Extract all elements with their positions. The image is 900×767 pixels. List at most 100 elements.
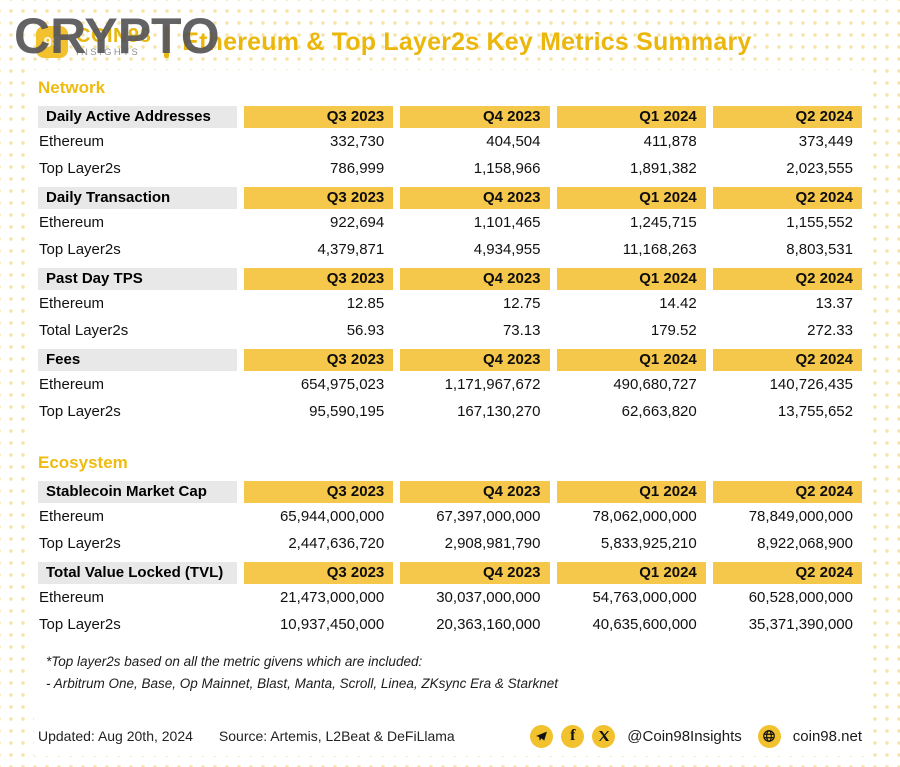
row-name: Ethereum	[39, 508, 105, 525]
table-row: Total Layer2s 56.93 73.13 179.52 272.33	[38, 317, 862, 344]
logo-brand: COIN98	[76, 25, 152, 48]
row-value: 12.85	[346, 295, 385, 312]
data-source: Source: Artemis, L2Beat & DeFiLlama	[218, 728, 455, 744]
metric-table: Past Day TPS Q3 2023 Q4 2023 Q1 2024 Q2 2024…	[38, 268, 862, 344]
section-title: Ecosystem	[38, 453, 128, 472]
crypto-watermark: CRYPTO	[14, 8, 220, 64]
metric-label: Past Day TPS	[38, 268, 237, 290]
quarter-header: Q1 2024	[556, 481, 706, 503]
row-value: 21,473,000,000	[279, 589, 385, 606]
row-name: Ethereum	[39, 376, 105, 393]
quarter-header: Q2 2024	[712, 562, 862, 584]
section-ecosystem: Ecosystem Stablecoin Market Cap Q3 2023 Q4 …	[38, 453, 862, 638]
logo-text: COIN98 INSIGHTS	[76, 26, 151, 58]
quarter-header: Q3 2023	[244, 349, 394, 371]
header: CRYPTO 98 COIN98 INSIGHTS Ethereum & Top…	[14, 8, 752, 68]
table-row: Top Layer2s 95,590,195 167,130,270 62,663,8…	[38, 398, 862, 425]
row-value: 922,694	[330, 214, 385, 231]
row-value: 4,934,955	[473, 241, 541, 258]
row-value: 332,730	[330, 133, 385, 150]
quarter-header: Q4 2023	[400, 481, 550, 503]
row-name: Ethereum	[39, 295, 105, 312]
row-value: 786,999	[330, 160, 385, 177]
metric-label: Stablecoin Market Cap	[38, 481, 237, 503]
row-value: 12.75	[502, 295, 541, 312]
globe-icon	[757, 724, 781, 748]
quarter-header: Q2 2024	[712, 481, 862, 503]
metric-label: Total Value Locked (TVL)	[38, 562, 237, 584]
row-value: 20,363,160,000	[436, 616, 541, 633]
row-value: 1,891,382	[630, 160, 697, 177]
row-name: Ethereum	[39, 589, 105, 606]
quarter-header: Q3 2023	[244, 562, 394, 584]
quarter-header: Q1 2024	[556, 268, 706, 290]
row-value: 8,922,068,900	[757, 535, 853, 552]
row-value: 13.37	[815, 295, 853, 312]
row-value: 2,447,636,720	[288, 535, 385, 552]
quarter-header: Q1 2024	[556, 349, 706, 371]
footnote-line-2: - Arbitrum One, Base, Op Mainnet, Blast,…	[46, 676, 558, 691]
row-value: 2,023,555	[786, 160, 853, 177]
row-name: Ethereum	[39, 214, 105, 231]
row-value: 30,037,000,000	[436, 589, 541, 606]
row-name: Total Layer2s	[39, 322, 129, 339]
x-icon	[592, 724, 616, 748]
row-value: 1,101,465	[473, 214, 541, 231]
page-title: Ethereum & Top Layer2s Key Metrics Summa…	[182, 27, 752, 56]
row-value: 62,663,820	[621, 403, 697, 420]
row-value: 8,803,531	[786, 241, 853, 258]
logo-subtitle: INSIGHTS	[76, 47, 141, 59]
metric-table: Stablecoin Market Cap Q3 2023 Q4 2023 Q1 20…	[38, 481, 862, 557]
row-value: 1,245,715	[630, 214, 697, 231]
row-value: 13,755,652	[777, 403, 853, 420]
row-value: 404,504	[486, 133, 541, 150]
row-value: 5,833,925,210	[600, 535, 697, 552]
table-row: Top Layer2s 10,937,450,000 20,363,160,000 4…	[38, 611, 862, 638]
row-value: 56.93	[346, 322, 385, 339]
row-value: 65,944,000,000	[279, 508, 385, 525]
row-value: 2,908,981,790	[444, 535, 541, 552]
content-card	[28, 70, 872, 712]
table-row: Top Layer2s 4,379,871 4,934,955 11,168,263 8…	[38, 236, 862, 263]
row-value: 67,397,000,000	[436, 508, 541, 525]
footnote: *Top layer2s based on all the metric giv…	[38, 651, 862, 695]
metric-label: Daily Active Addresses	[38, 106, 237, 128]
row-value: 14.42	[659, 295, 697, 312]
row-name: Ethereum	[39, 133, 105, 150]
section-title: Network	[38, 78, 106, 97]
row-value: 78,062,000,000	[592, 508, 697, 525]
footer: Updated: Aug 20th, 2024 Source: Artemis,…	[34, 716, 866, 756]
telegram-icon	[530, 724, 554, 748]
metric-label: Daily Transaction	[38, 187, 237, 209]
table-header-row: Stablecoin Market Cap Q3 2023 Q4 2023 Q1 20…	[38, 481, 862, 503]
quarter-header: Q4 2023	[400, 268, 550, 290]
facebook-icon: f	[561, 724, 585, 748]
table-header-row: Fees Q3 2023 Q4 2023 Q1 2024 Q2 2024	[38, 349, 862, 371]
quarter-header: Q4 2023	[400, 349, 550, 371]
table-row: Ethereum 332,730 404,504 411,878 373,449	[38, 128, 862, 155]
quarter-header: Q2 2024	[712, 268, 862, 290]
table-row: Ethereum 65,944,000,000 67,397,000,000 78,0…	[38, 503, 862, 530]
table-header-row: Daily Active Addresses Q3 2023 Q4 2023 Q1 2…	[38, 106, 862, 128]
row-value: 654,975,023	[300, 376, 385, 393]
table-row: Ethereum 654,975,023 1,171,967,672 490,680,…	[38, 371, 862, 398]
row-value: 490,680,727	[613, 376, 697, 393]
content: Network Daily Active Addresses Q3 2023 Q4 2…	[38, 78, 862, 695]
table-header-row: Daily Transaction Q3 2023 Q4 2023 Q1 2024 Q2…	[38, 187, 862, 209]
quarter-header: Q4 2023	[400, 106, 550, 128]
row-value: 179.52	[650, 322, 697, 339]
footnote-line-1: *Top layer2s based on all the metric giv…	[46, 654, 423, 669]
quarter-header: Q4 2023	[400, 562, 550, 584]
row-value: 60,528,000,000	[748, 589, 853, 606]
row-name: Top Layer2s	[39, 241, 121, 258]
table-header-row: Total Value Locked (TVL) Q3 2023 Q4 2023 Q1…	[38, 562, 862, 584]
row-value: 95,590,195	[309, 403, 385, 420]
row-value: 73.13	[502, 322, 541, 339]
row-name: Top Layer2s	[39, 403, 121, 420]
table-row: Top Layer2s 786,999 1,158,966 1,891,382 2,02…	[38, 155, 862, 182]
row-name: Top Layer2s	[39, 160, 121, 177]
metrics-tables: Network Daily Active Addresses Q3 2023 Q4 2…	[38, 78, 862, 638]
metric-table: Daily Active Addresses Q3 2023 Q4 2023 Q1 2…	[38, 106, 862, 182]
row-name: Top Layer2s	[39, 616, 121, 633]
